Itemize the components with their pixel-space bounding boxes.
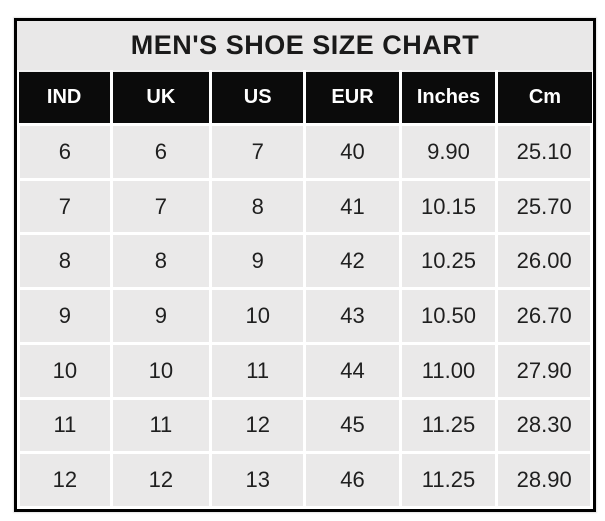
table-row: 12 12 13 46 11.25 28.90 xyxy=(17,451,593,509)
chart-title: MEN'S SHOE SIZE CHART xyxy=(17,21,593,70)
table-cell-inches: 11.00 xyxy=(398,341,499,400)
table-cell-cm: 26.70 xyxy=(495,287,593,345)
column-header-uk: UK xyxy=(109,70,212,126)
table-cell-uk: 11 xyxy=(109,396,212,455)
table-row: 9 9 10 43 10.50 26.70 xyxy=(17,287,593,345)
table-cell-eur: 40 xyxy=(303,123,402,181)
table-cell-us: 13 xyxy=(208,451,307,509)
table-cell-us: 9 xyxy=(208,232,307,291)
table-cell-inches: 10.25 xyxy=(398,232,499,291)
column-header-eur: EUR xyxy=(303,70,402,126)
table-cell-eur: 41 xyxy=(303,177,402,236)
table-cell-cm: 25.70 xyxy=(495,177,593,236)
table-cell-inches: 11.25 xyxy=(398,396,499,455)
column-header-us: US xyxy=(208,70,307,126)
table-cell-inches: 10.50 xyxy=(398,287,499,345)
table-cell-cm: 25.10 xyxy=(495,123,593,181)
table-cell-cm: 28.30 xyxy=(495,396,593,455)
table-cell-ind: 7 xyxy=(17,177,113,236)
table-cell-us: 7 xyxy=(208,123,307,181)
table-cell-ind: 11 xyxy=(17,396,113,455)
table-cell-us: 8 xyxy=(208,177,307,236)
table-cell-cm: 27.90 xyxy=(495,341,593,400)
table-cell-eur: 44 xyxy=(303,341,402,400)
table-cell-ind: 6 xyxy=(17,123,113,181)
table-cell-ind: 8 xyxy=(17,232,113,291)
shoe-size-chart: MEN'S SHOE SIZE CHART IND UK US EUR Inch… xyxy=(14,18,596,512)
table-cell-uk: 10 xyxy=(109,341,212,400)
column-header-inches: Inches xyxy=(398,70,499,126)
table-row: 6 6 7 40 9.90 25.10 xyxy=(17,123,593,181)
table-cell-eur: 42 xyxy=(303,232,402,291)
table-cell-ind: 12 xyxy=(17,451,113,509)
table-cell-us: 12 xyxy=(208,396,307,455)
size-table: IND UK US EUR Inches Cm 6 6 7 40 9.90 25… xyxy=(17,70,593,509)
table-cell-uk: 9 xyxy=(109,287,212,345)
table-cell-cm: 28.90 xyxy=(495,451,593,509)
table-cell-cm: 26.00 xyxy=(495,232,593,291)
table-cell-uk: 6 xyxy=(109,123,212,181)
table-row: 11 11 12 45 11.25 28.30 xyxy=(17,396,593,455)
table-cell-eur: 45 xyxy=(303,396,402,455)
table-cell-uk: 7 xyxy=(109,177,212,236)
table-cell-inches: 11.25 xyxy=(398,451,499,509)
table-cell-inches: 10.15 xyxy=(398,177,499,236)
table-cell-us: 11 xyxy=(208,341,307,400)
table-cell-eur: 43 xyxy=(303,287,402,345)
table-cell-uk: 8 xyxy=(109,232,212,291)
table-cell-uk: 12 xyxy=(109,451,212,509)
table-cell-inches: 9.90 xyxy=(398,123,499,181)
table-cell-ind: 10 xyxy=(17,341,113,400)
column-header-cm: Cm xyxy=(495,70,592,126)
table-cell-eur: 46 xyxy=(303,451,402,509)
table-cell-us: 10 xyxy=(208,287,307,345)
table-row: 7 7 8 41 10.15 25.70 xyxy=(17,177,593,236)
header-row: IND UK US EUR Inches Cm xyxy=(18,70,592,126)
table-row: 10 10 11 44 11.00 27.90 xyxy=(17,341,593,400)
column-header-ind: IND xyxy=(18,70,113,126)
table-cell-ind: 9 xyxy=(17,287,113,345)
table-row: 8 8 9 42 10.25 26.00 xyxy=(17,232,593,291)
